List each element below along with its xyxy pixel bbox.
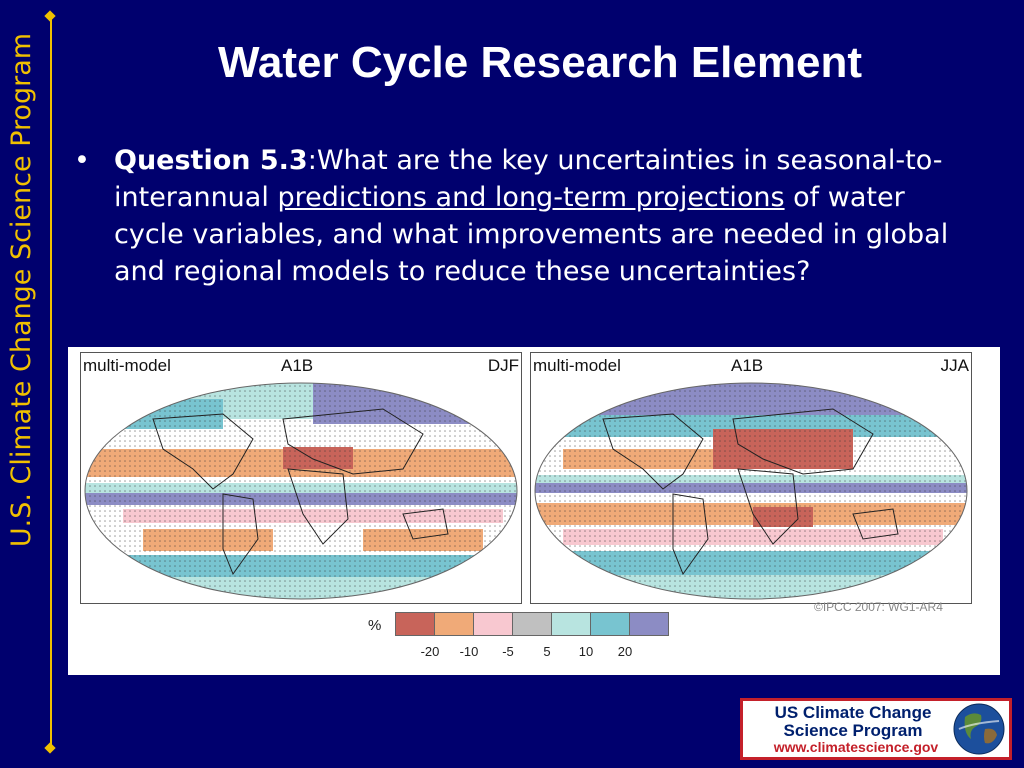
logo-url[interactable]: www.climatescience.gov	[773, 739, 939, 755]
legend-swatch	[396, 613, 435, 635]
map-panel-djf: multi-model A1B DJF	[80, 352, 522, 604]
legend-swatch	[552, 613, 591, 635]
panel-model-label: multi-model	[533, 356, 621, 375]
legend-tick: -10	[459, 644, 479, 659]
side-banner-bottom-dot	[44, 742, 56, 754]
legend-unit: %	[368, 617, 382, 634]
ccsp-logo[interactable]: US Climate Change Science Program www.cl…	[740, 698, 1012, 760]
panel-season-label: DJF	[487, 356, 519, 375]
precipitation-change-figure: multi-model A1B DJF	[68, 347, 1000, 675]
panel-model-label: multi-model	[83, 356, 171, 375]
logo-line-1: US Climate Change	[774, 703, 932, 722]
panel-scenario-label: A1B	[281, 356, 314, 375]
underlined-phrase: predictions and long-term projections	[277, 182, 785, 213]
legend-tick: -5	[502, 644, 514, 659]
world-map-djf	[84, 382, 518, 600]
bullet-item: • Question 5.3:What are the key uncertai…	[74, 142, 974, 290]
world-map-jja	[534, 382, 968, 600]
question-label: Question 5.3	[114, 145, 308, 176]
slide-title: Water Cycle Research Element	[218, 38, 862, 87]
legend-tick: -20	[420, 644, 440, 659]
legend-tick: 5	[543, 644, 551, 659]
legend-swatch	[630, 613, 668, 635]
legend-tick: 20	[617, 644, 633, 659]
side-banner-top-dot	[44, 10, 56, 22]
panel-scenario-label: A1B	[731, 356, 764, 375]
legend-swatch	[513, 613, 552, 635]
globe-icon	[953, 703, 1005, 755]
legend-colorbar	[395, 612, 669, 636]
legend-swatch	[435, 613, 474, 635]
map-panel-jja: multi-model A1B JJA	[530, 352, 972, 604]
legend-swatch	[474, 613, 513, 635]
legend-tick: 10	[578, 644, 594, 659]
bullet-marker: •	[74, 145, 90, 176]
side-banner-line	[50, 16, 52, 750]
bullet-text: Question 5.3:What are the key uncertaint…	[114, 142, 974, 290]
panel-season-label: JJA	[940, 356, 969, 375]
logo-line-2: Science Program	[783, 721, 923, 740]
question-text-part-2: of water cycle variables, and what impro…	[114, 182, 949, 287]
figure-credit: ©IPCC 2007: WG1-AR4	[814, 600, 943, 614]
question-text-part-1: :What are the key uncertainties in seaso…	[114, 145, 943, 213]
legend-swatch	[591, 613, 630, 635]
side-banner-text: U.S. Climate Change Science Program	[6, 32, 37, 548]
